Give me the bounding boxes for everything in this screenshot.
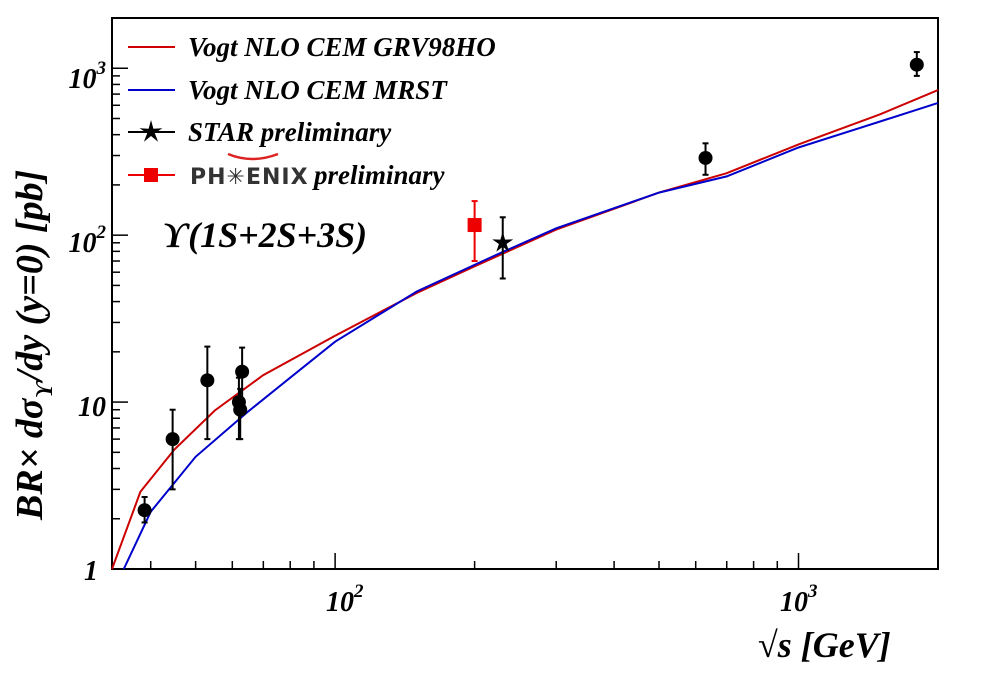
- data-point-circle: [165, 432, 180, 447]
- data-point-circle: [698, 150, 713, 165]
- legend-marker-star: [139, 120, 163, 142]
- legend: Vogt NLO CEM GRV98HO Vogt NLO CEM MRST S…: [128, 32, 496, 190]
- data-point-star: [492, 231, 514, 252]
- legend-label-grv98ho: Vogt NLO CEM GRV98HO: [188, 32, 496, 62]
- y-tick-label-1000: 103: [69, 58, 107, 95]
- curve-mrst: [122, 101, 939, 570]
- y-tick-label-100: 102: [69, 222, 107, 259]
- legend-label-phenix: preliminary: [312, 160, 446, 190]
- legend-label-star: STAR preliminary: [188, 117, 392, 147]
- data-point-circle: [233, 402, 248, 417]
- curve-grv98ho: [111, 89, 939, 570]
- data-point-phenix: [467, 218, 482, 233]
- x-axis-title: √s [GeV]: [758, 625, 891, 665]
- theory-curves: [111, 89, 939, 570]
- legend-marker-phenix: [144, 168, 158, 182]
- data-points: [137, 51, 924, 524]
- data-point-circle: [909, 57, 924, 72]
- legend-label-mrst: Vogt NLO CEM MRST: [188, 75, 448, 105]
- data-point-circle: [235, 364, 250, 379]
- data-point-circle: [137, 503, 152, 518]
- plot-frame: [111, 17, 939, 570]
- y-tick-label-10: 10: [78, 392, 106, 423]
- y-axis-title: BR× dσϒ/dy (y=0) [pb]: [9, 170, 58, 521]
- y-tick-label-1: 1: [84, 556, 98, 587]
- data-point-circle: [200, 373, 215, 388]
- axis-ticks: [112, 17, 939, 570]
- upsilon-annotation: ϒ(1S+2S+3S): [162, 215, 367, 255]
- phenix-logo: PH✳ENIX: [190, 165, 309, 190]
- x-tick-label-100: 102: [326, 581, 364, 618]
- phenix-logo-arc: [227, 152, 279, 161]
- x-tick-label-1000: 103: [780, 581, 818, 618]
